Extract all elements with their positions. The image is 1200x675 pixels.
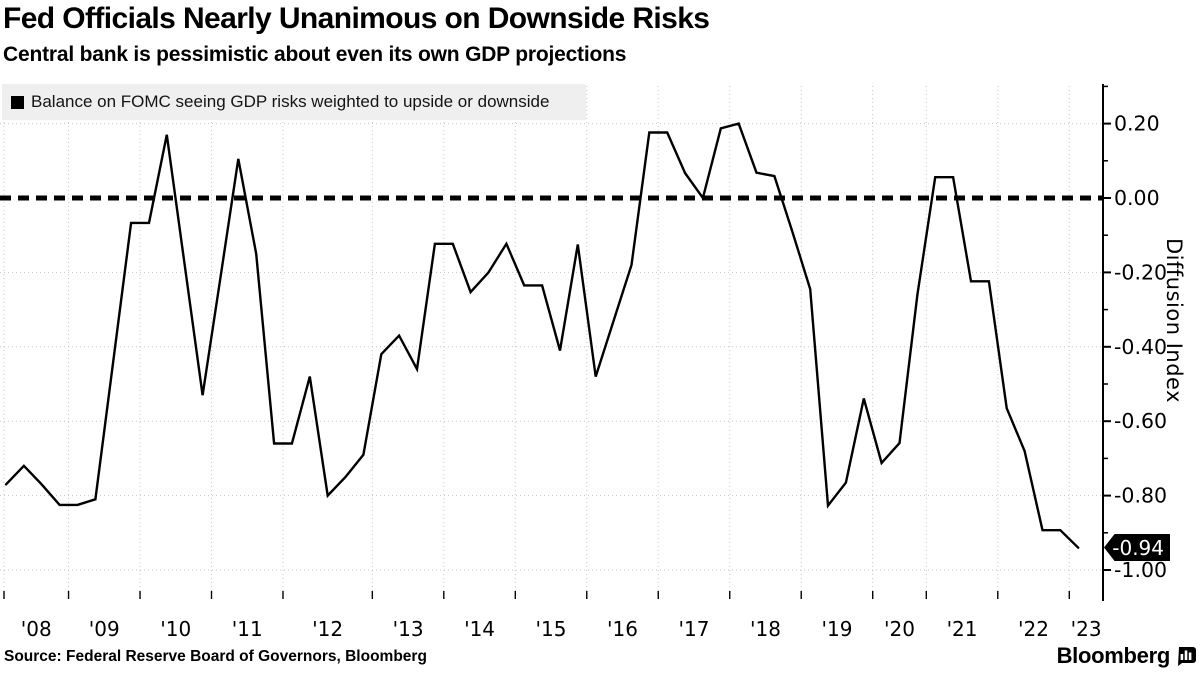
svg-text:-1.00: -1.00 <box>1114 558 1167 582</box>
svg-text:'18: '18 <box>750 617 781 641</box>
y-axis-title: Diffusion Index <box>1162 238 1186 404</box>
svg-text:'22: '22 <box>1018 617 1049 641</box>
svg-text:'09: '09 <box>89 617 120 641</box>
svg-text:-0.40: -0.40 <box>1114 335 1167 359</box>
svg-text:'13: '13 <box>393 617 424 641</box>
page-title: Fed Officials Nearly Unanimous on Downsi… <box>3 2 710 35</box>
svg-text:'11: '11 <box>232 617 263 641</box>
svg-text:0.00: 0.00 <box>1114 186 1160 210</box>
chart-legend: Balance on FOMC seeing GDP risks weighte… <box>2 84 586 120</box>
svg-text:'14: '14 <box>464 617 495 641</box>
svg-text:'12: '12 <box>312 617 343 641</box>
svg-text:'08: '08 <box>21 617 52 641</box>
bloomberg-logo: Bloomberg <box>1057 643 1196 669</box>
svg-text:-0.80: -0.80 <box>1114 484 1167 508</box>
svg-text:'17: '17 <box>679 617 710 641</box>
svg-text:-0.20: -0.20 <box>1114 260 1167 284</box>
page-subtitle: Central bank is pessimistic about even i… <box>3 43 627 66</box>
source-note: Source: Federal Reserve Board of Governo… <box>4 648 427 665</box>
last-value-badge: -0.94 <box>1104 534 1170 561</box>
svg-text:'23: '23 <box>1071 617 1102 641</box>
svg-text:'20: '20 <box>884 617 915 641</box>
svg-text:'21: '21 <box>947 617 978 641</box>
svg-text:'15: '15 <box>536 617 567 641</box>
svg-text:-0.60: -0.60 <box>1114 409 1167 433</box>
bloomberg-wordmark: Bloomberg <box>1056 643 1171 668</box>
legend-square-icon <box>11 95 24 109</box>
svg-text:'19: '19 <box>821 617 852 641</box>
svg-text:'16: '16 <box>607 617 638 641</box>
svg-text:'10: '10 <box>160 617 191 641</box>
legend-label: Balance on FOMC seeing GDP risks weighte… <box>31 92 550 111</box>
bloomberg-terminal-icon <box>1178 646 1196 666</box>
svg-text:0.20: 0.20 <box>1114 112 1160 136</box>
